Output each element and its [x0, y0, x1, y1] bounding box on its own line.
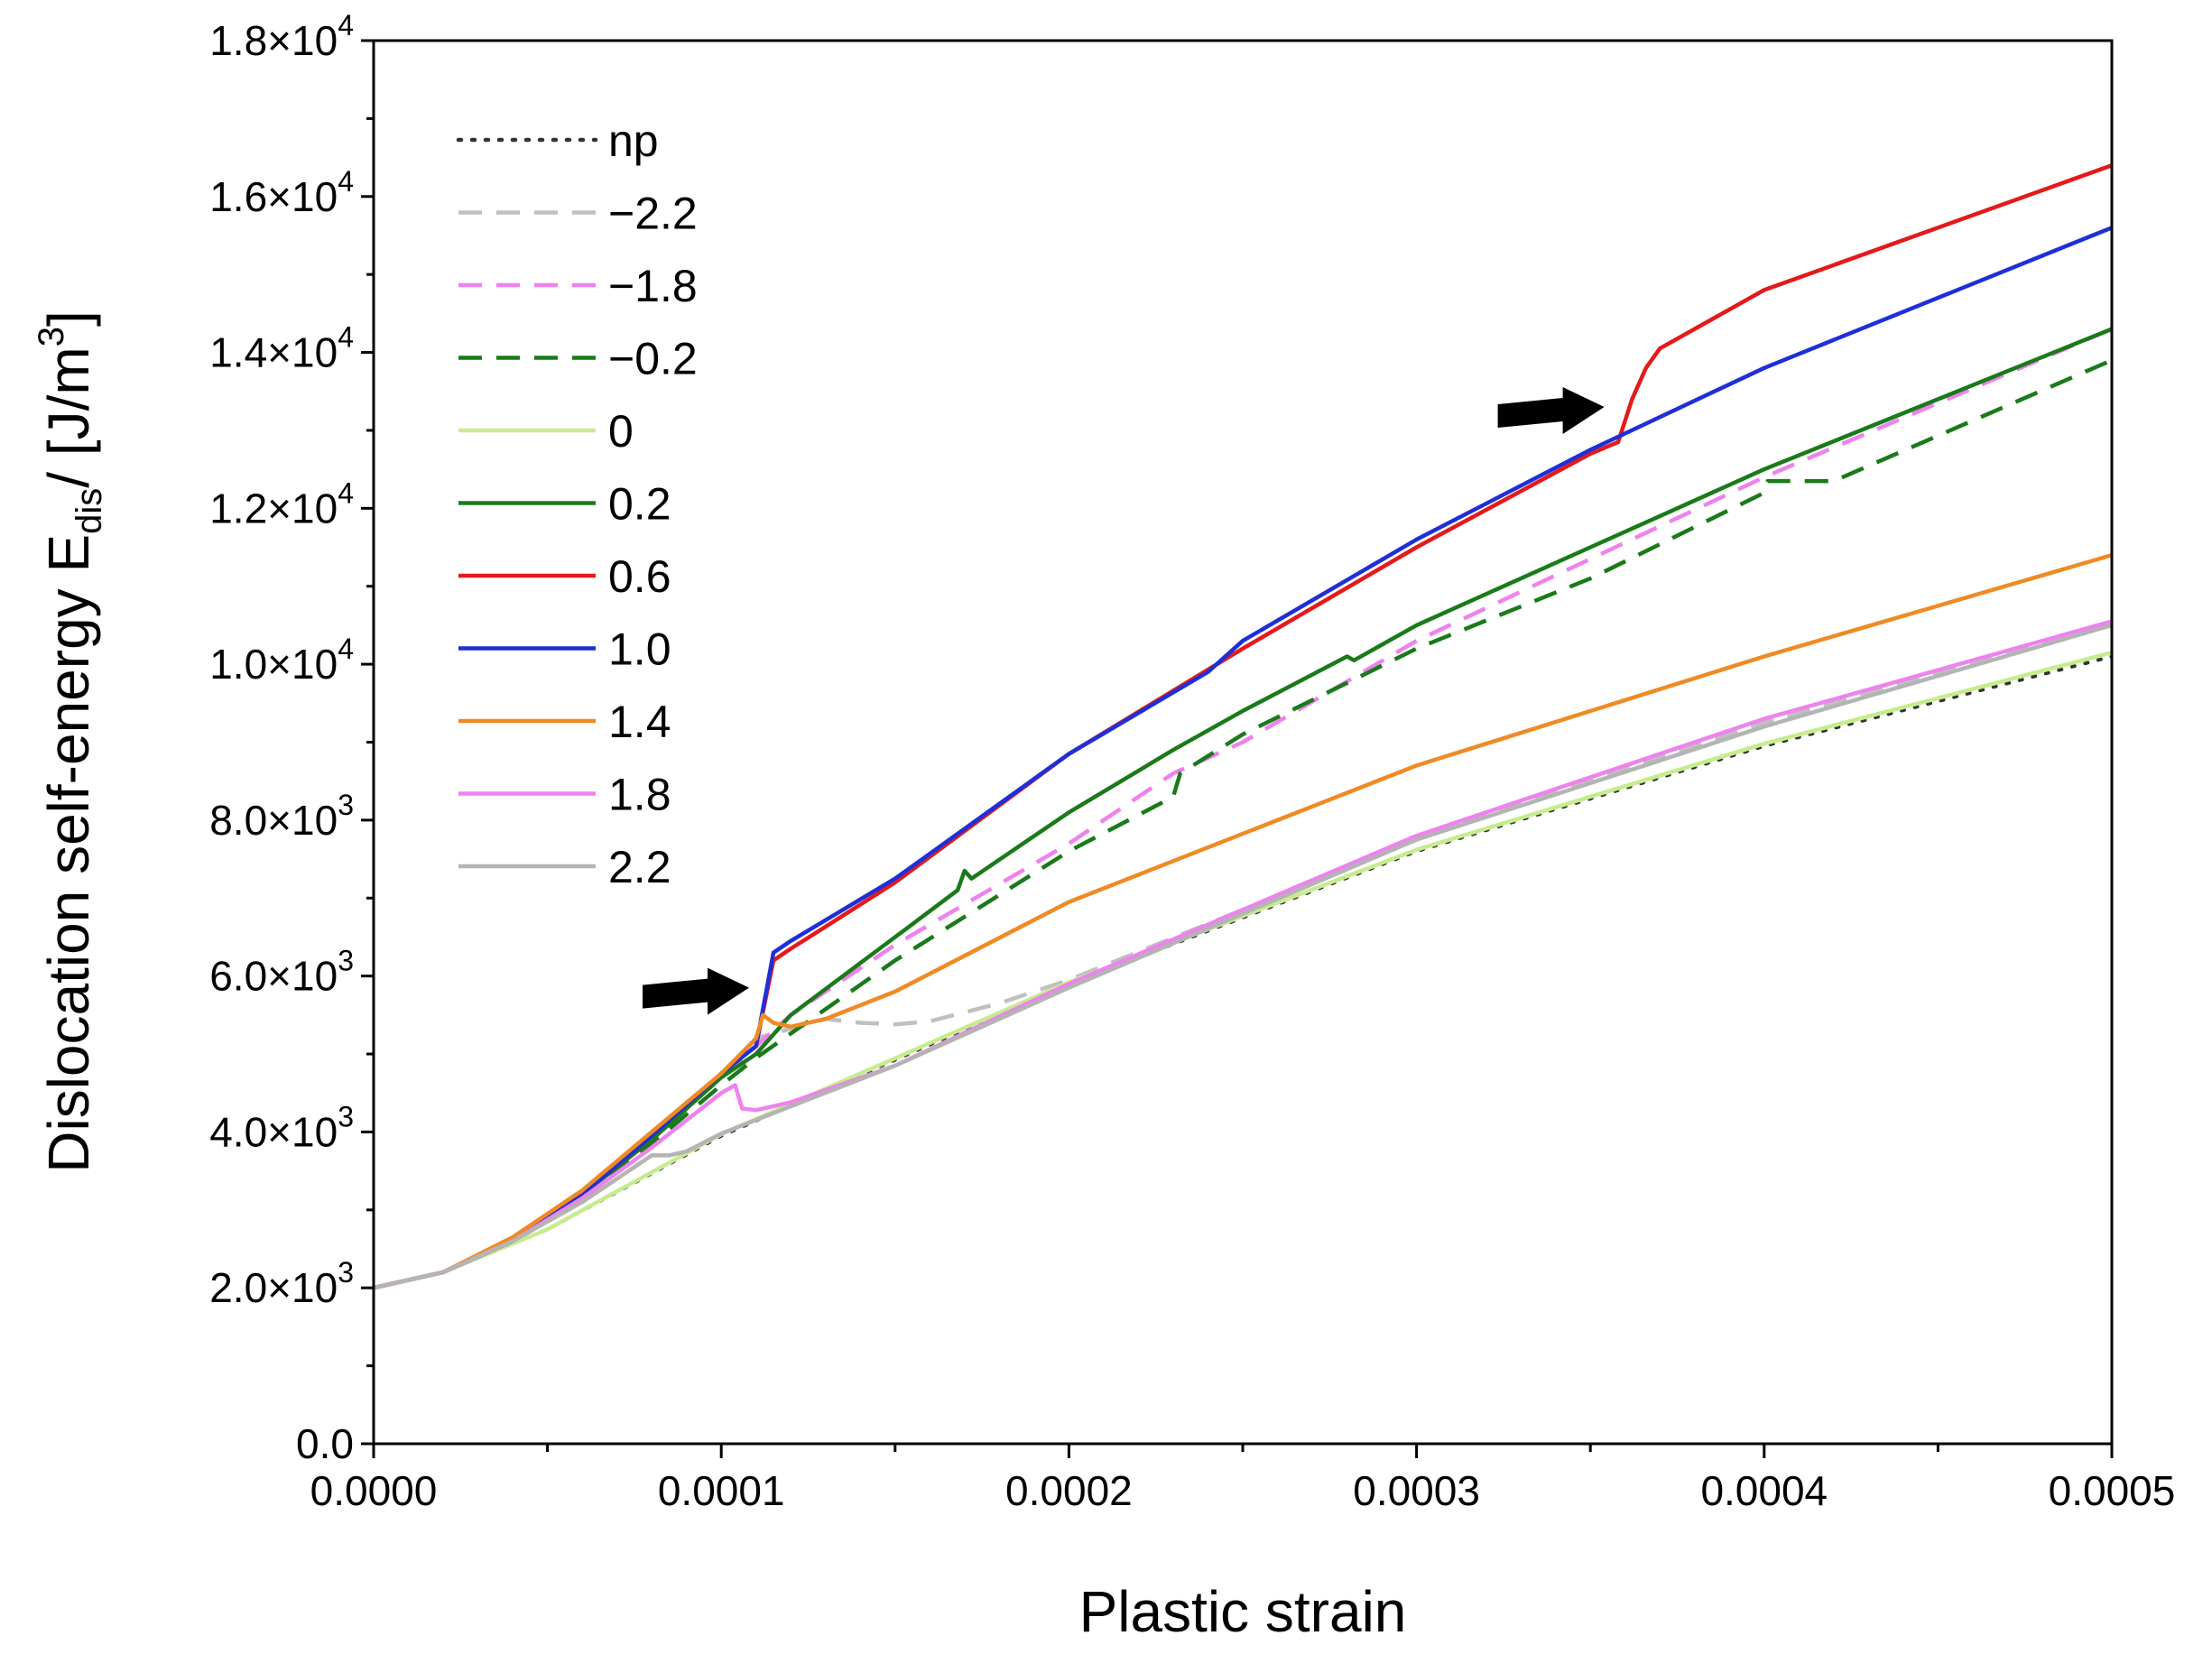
legend-label: −1.8: [608, 261, 698, 311]
y-tick-mantissa: 6.0×10: [209, 953, 338, 1000]
y-tick-mantissa: 2.0×10: [209, 1264, 338, 1311]
x-tick-label: 0.0001: [658, 1467, 785, 1514]
y-axis-title-end: ]: [36, 310, 101, 327]
y-tick-label: 1.6×104: [209, 165, 354, 220]
x-ticks: 0.0000 0.0001 0.0002 0.0003 0.0004 0.0005: [310, 1444, 2176, 1514]
y-tick-label: 8.0×103: [209, 789, 354, 844]
y-tick-label: 1.8×104: [209, 9, 354, 64]
y-tick-exponent: 4: [338, 476, 354, 509]
series-lines: [374, 163, 2112, 1290]
x-tick-label: 0.0000: [310, 1467, 438, 1514]
annotations: [643, 387, 1605, 1015]
y-tick-exponent: 3: [338, 945, 354, 977]
y-tick-exponent: 3: [338, 1100, 354, 1132]
y-tick-label: 6.0×103: [209, 945, 354, 1000]
arrow-shape: [643, 967, 750, 1015]
y-tick-label: 1.4×104: [209, 321, 354, 376]
x-tick-label: 0.0005: [2049, 1467, 2176, 1514]
series-line: [374, 358, 2112, 1290]
series-line: [374, 553, 2112, 1290]
x-axis-title: Plastic strain: [1079, 1579, 1407, 1644]
legend-label: 1.0: [608, 624, 671, 675]
legend-item: −1.8: [458, 261, 698, 311]
series-line: [374, 654, 2112, 1290]
arrow-shape: [1497, 387, 1605, 435]
y-tick-mantissa: 1.4×10: [209, 329, 338, 376]
legend-label: 0.2: [608, 479, 671, 530]
x-tick-label: 0.0002: [1005, 1467, 1133, 1514]
legend-item: −0.2: [458, 334, 698, 384]
legend-label: 2.2: [608, 842, 671, 892]
legend-label: np: [608, 116, 659, 166]
series-line: [374, 226, 2112, 1290]
legend-item: 0.2: [458, 479, 671, 530]
y-tick-mantissa: 8.0×10: [209, 797, 338, 844]
legend-item: 0.6: [458, 551, 671, 602]
y-tick-label: 2.0×103: [209, 1256, 354, 1311]
y-tick-mantissa: 1.0×10: [209, 641, 338, 688]
y-axis-title: Dislocation self-energy Edis/ [J/m3]: [32, 310, 109, 1172]
y-tick-mantissa: 1.2×10: [209, 485, 338, 531]
y-tick-mantissa: 4.0×10: [209, 1108, 338, 1155]
y-tick-label: 1.0×104: [209, 633, 354, 688]
legend-item: 1.4: [458, 697, 671, 747]
y-tick-exponent: 4: [338, 633, 354, 665]
y-ticks: 0.02.0×1034.0×1036.0×1038.0×1031.0×1041.…: [209, 9, 374, 1467]
legend-label: 1.4: [608, 697, 671, 747]
legend-item: −2.2: [458, 189, 698, 239]
y-axis-title-unit: / [J/m: [36, 347, 101, 487]
y-axis-title-sup: 3: [32, 327, 71, 347]
y-tick-label: 1.2×104: [209, 476, 354, 531]
legend-item: 1.0: [458, 624, 671, 675]
annotation-arrow: [643, 967, 750, 1015]
plot-frame: [372, 39, 2114, 1446]
legend-item: 0: [458, 406, 634, 457]
y-tick-exponent: 4: [338, 9, 354, 42]
legend-label: 1.8: [608, 770, 671, 820]
series-line: [374, 651, 2112, 1290]
legend-label: 0.6: [608, 551, 671, 602]
legend-item: 1.8: [458, 770, 671, 820]
y-tick-mantissa: 1.6×10: [209, 173, 338, 220]
y-axis-title-main: Dislocation self-energy E: [36, 534, 101, 1173]
y-tick-exponent: 4: [338, 165, 354, 198]
legend: np −2.2 −1.8 −0.2 0 0.2 0.6 1.0 1.4 1.8 2.2: [456, 116, 698, 892]
y-tick-mantissa: 0.0: [296, 1420, 354, 1467]
series-line: [374, 623, 2112, 1290]
legend-label: −0.2: [608, 334, 698, 384]
y-axis-title-sub: dis: [69, 488, 109, 534]
legend-item: 2.2: [458, 842, 671, 892]
x-tick-label: 0.0003: [1353, 1467, 1480, 1514]
x-tick-label: 0.0004: [1700, 1467, 1828, 1514]
y-tick-label: 4.0×103: [209, 1100, 354, 1155]
y-tick-exponent: 3: [338, 1256, 354, 1289]
annotation-arrow: [1497, 387, 1605, 435]
y-tick-label: 0.0: [296, 1420, 354, 1467]
y-tick-exponent: 3: [338, 789, 354, 821]
legend-label: −2.2: [608, 189, 698, 239]
y-tick-exponent: 4: [338, 321, 354, 354]
y-tick-mantissa: 1.8×10: [209, 17, 338, 64]
legend-label: 0: [608, 406, 634, 457]
legend-item: np: [456, 116, 659, 166]
